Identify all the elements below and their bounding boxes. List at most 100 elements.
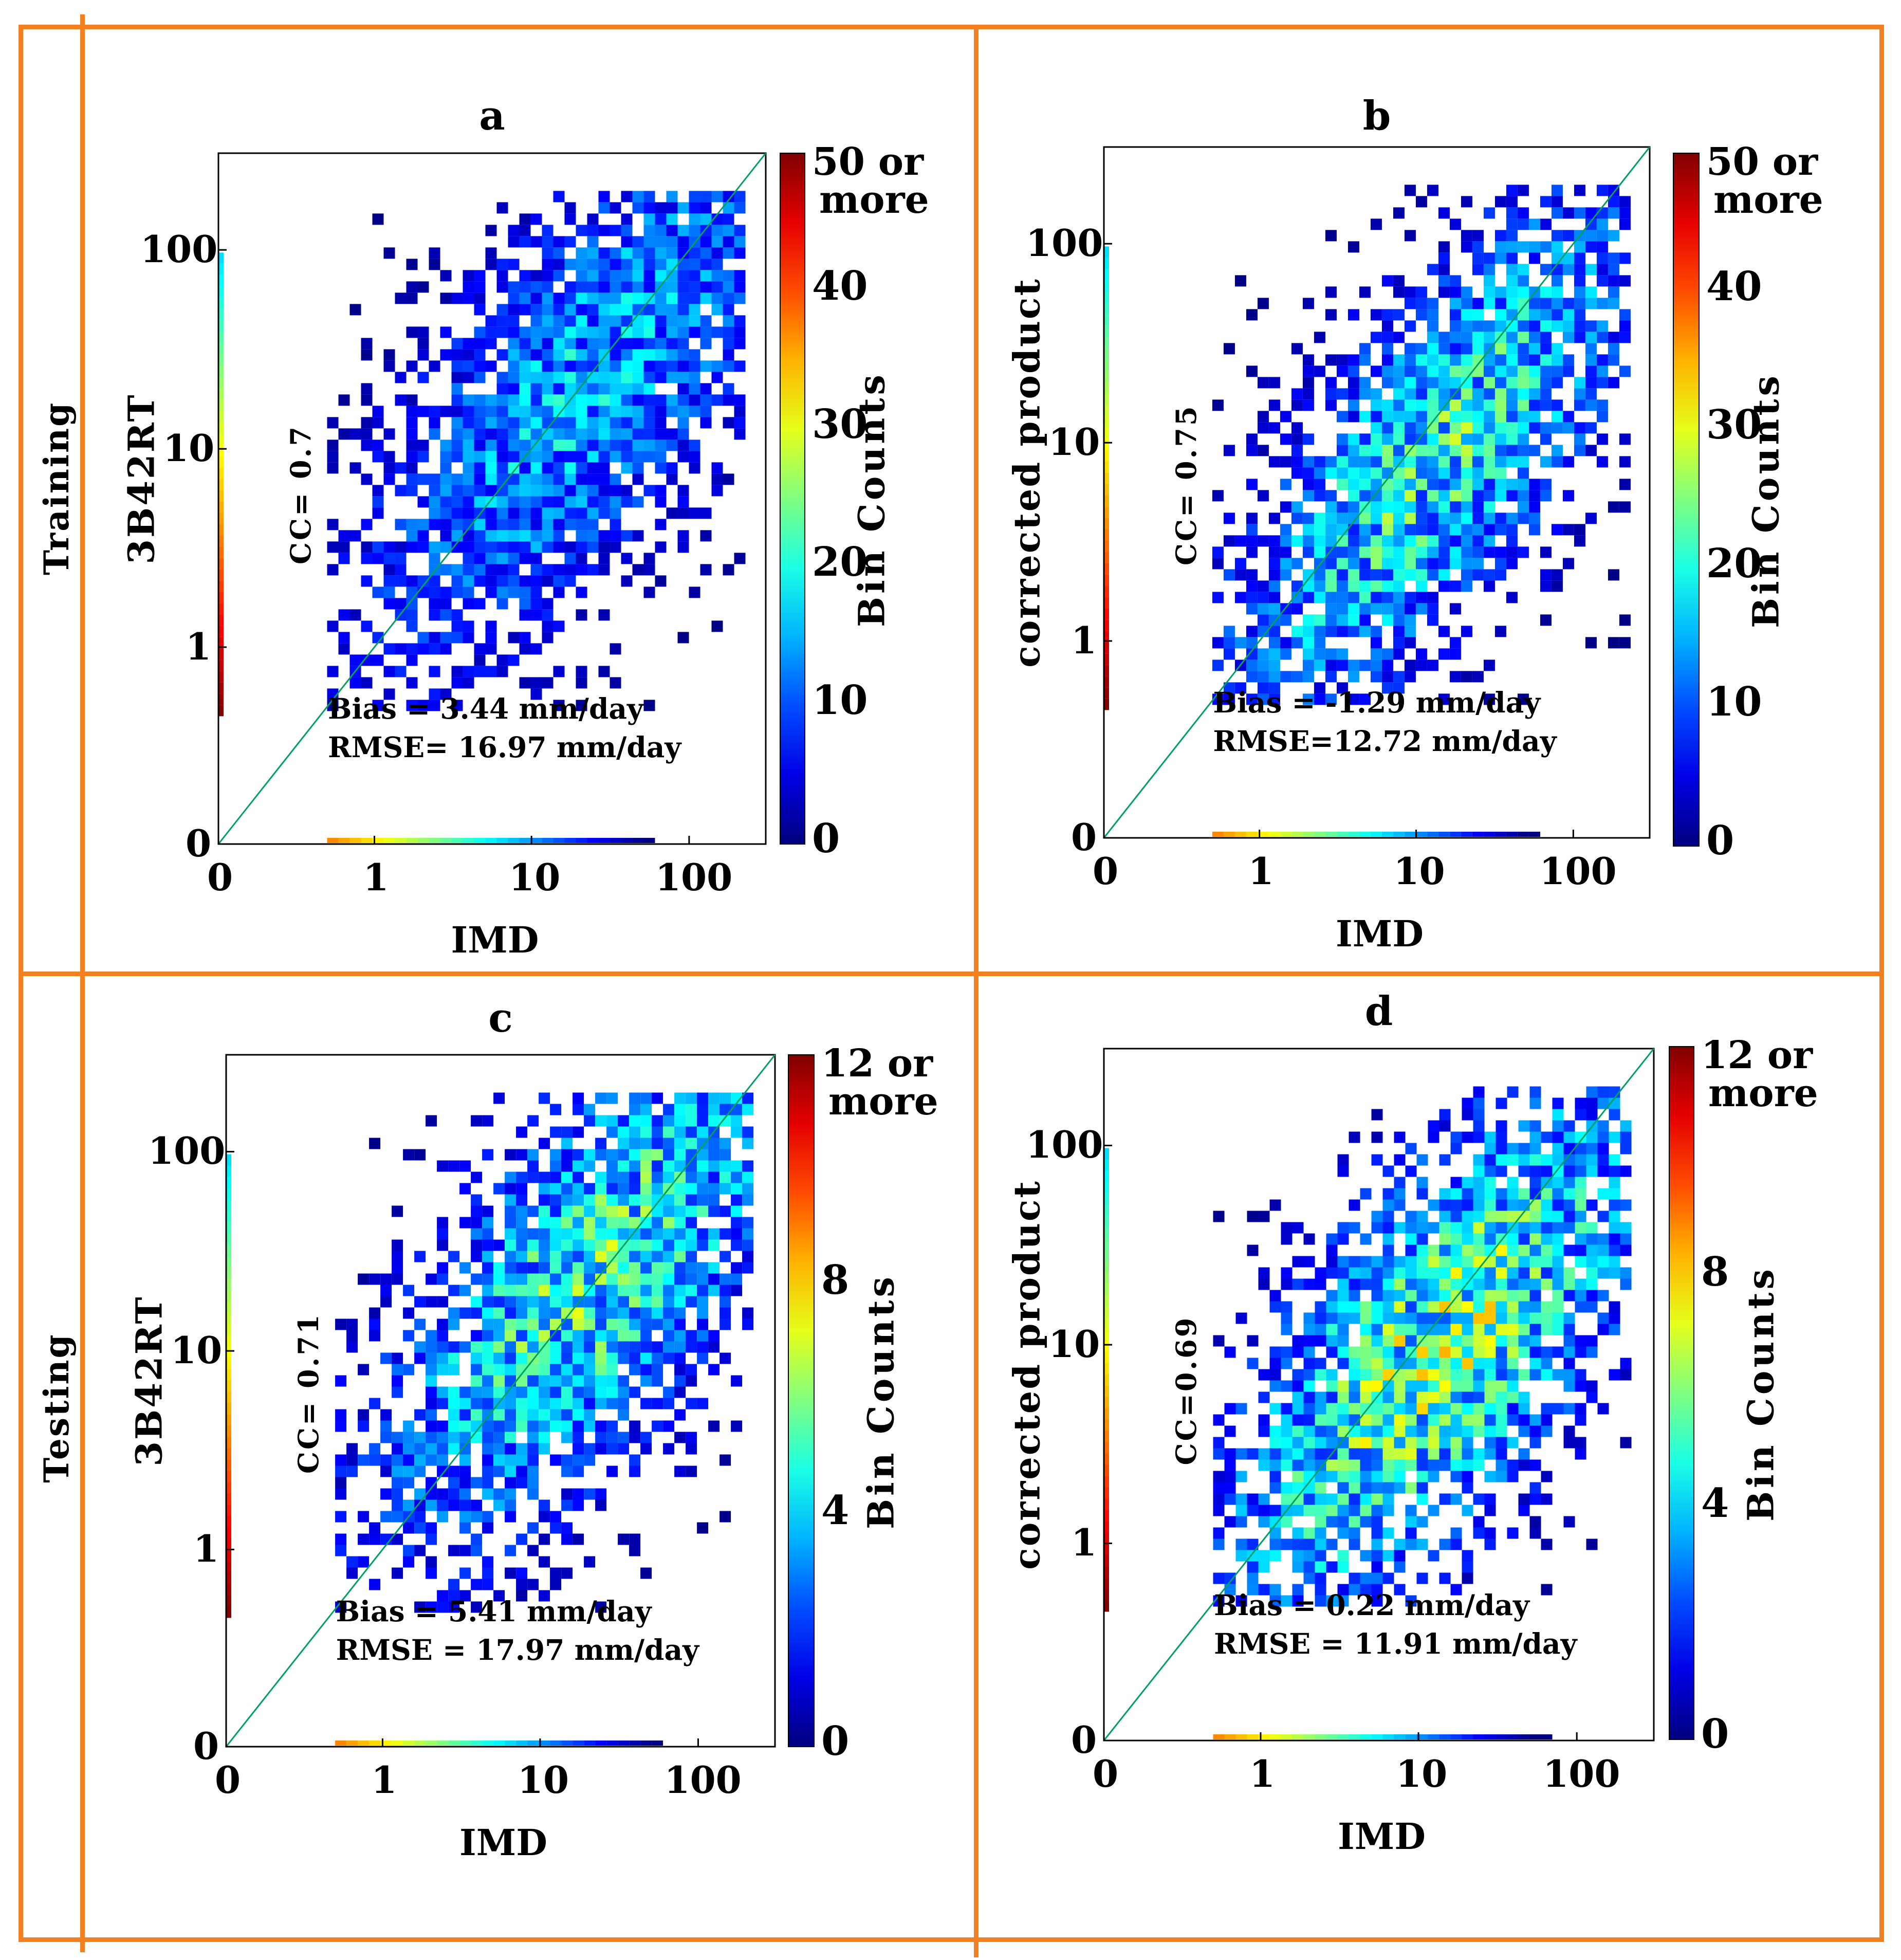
heatmap-cell: [1405, 1527, 1417, 1539]
heatmap-cell: [1484, 1222, 1496, 1234]
heatmap-cell: [1563, 1346, 1575, 1358]
heatmap-cell: [383, 598, 395, 610]
heatmap-cell: [463, 462, 474, 474]
heatmap-cell: [587, 428, 599, 440]
heatmap-cell: [496, 259, 508, 270]
heatmap-cell: [496, 349, 508, 361]
heatmap-cell: [451, 383, 463, 395]
heatmap-cell: [519, 406, 531, 417]
heatmap-cell: [474, 496, 486, 508]
heatmap-cell: [1575, 1437, 1586, 1449]
heatmap-cell: [553, 473, 565, 485]
heatmap-cell: [1371, 1734, 1383, 1739]
heatmap-cell: [440, 541, 452, 553]
heatmap-cell: [474, 530, 486, 542]
heatmap-cell: [406, 462, 418, 474]
heatmap-cell: [1439, 1358, 1451, 1369]
heatmap-cell: [643, 259, 655, 270]
heatmap-cell: [1269, 1505, 1281, 1516]
heatmap-cell: [1281, 1516, 1293, 1528]
heatmap-cell: [1337, 1527, 1349, 1539]
heatmap-cell: [1235, 1734, 1247, 1739]
heatmap-cell: [1303, 1493, 1315, 1505]
heatmap-cell: [530, 688, 542, 700]
heatmap-cell: [474, 553, 486, 564]
heatmap-cell: [508, 315, 520, 327]
heatmap-cell: [1405, 1448, 1417, 1460]
heatmap-cell: [1269, 1448, 1281, 1460]
heatmap-cell: [530, 553, 542, 564]
heatmap-cell: [655, 417, 667, 429]
heatmap-cell: [417, 451, 429, 463]
heatmap-cell: [530, 462, 542, 474]
heatmap-cell: [655, 304, 667, 316]
heatmap-cell: [440, 507, 452, 519]
heatmap-cell: [429, 643, 440, 655]
heatmap-cell: [496, 485, 508, 497]
heatmap-cell: [689, 191, 700, 203]
heatmap-cell: [1563, 1312, 1575, 1324]
heatmap-cell: [1405, 1143, 1417, 1155]
heatmap-cell: [1394, 1482, 1406, 1494]
heatmap-cell: [1416, 1437, 1428, 1449]
heatmap-cell: [1247, 1572, 1259, 1584]
heatmap-cell: [1439, 1346, 1451, 1358]
heatmap-cell: [1575, 1301, 1586, 1313]
heatmap-cell: [610, 326, 621, 338]
heatmap-cell: [1518, 1278, 1530, 1290]
heatmap-cell: [1382, 1188, 1394, 1200]
heatmap-cell: [417, 473, 429, 485]
heatmap-cell: [1575, 1165, 1586, 1177]
heatmap-cell: [1416, 1391, 1428, 1403]
heatmap-cell: [1360, 1550, 1372, 1562]
heatmap-cell: [508, 632, 520, 644]
heatmap-cell: [474, 654, 486, 666]
heatmap-cell: [530, 236, 542, 248]
heatmap-cell: [1462, 1312, 1473, 1324]
heatmap-cell: [451, 349, 463, 361]
heatmap-cell: [1450, 1188, 1462, 1200]
heatmap-cell: [1507, 1312, 1519, 1324]
heatmap-cell: [1473, 1425, 1485, 1437]
heatmap-cell: [1349, 1222, 1360, 1234]
heatmap-cell: [1405, 1211, 1417, 1222]
heatmap-cell: [530, 383, 542, 395]
heatmap-cell: [1484, 1335, 1496, 1347]
heatmap-cell: [553, 315, 565, 327]
heatmap-cell: [1349, 1538, 1360, 1550]
heatmap-cell: [576, 541, 587, 553]
heatmap-cell: [1337, 1448, 1349, 1460]
heatmap-cell: [632, 281, 644, 293]
heatmap-cell: [1620, 1143, 1632, 1155]
heatmap-cell: [632, 417, 644, 429]
heatmap-cell: [1258, 1448, 1270, 1460]
heatmap-cell: [1473, 1391, 1485, 1403]
heatmap-cell: [1337, 1267, 1349, 1279]
heatmap-cell: [1303, 1561, 1315, 1573]
heatmap-cell: [1439, 1437, 1451, 1449]
heatmap-cell: [383, 587, 395, 598]
heatmap-cell: [1394, 1471, 1406, 1482]
heatmap-cell: [1394, 1425, 1406, 1437]
heatmap-cell: [1541, 1267, 1553, 1279]
heatmap-cell: [1496, 1369, 1507, 1381]
heatmap-cell: [1541, 1734, 1553, 1739]
heatmap-cell: [327, 564, 339, 576]
heatmap-cell: [1462, 1131, 1473, 1143]
heatmap-cell: [1450, 1391, 1462, 1403]
heatmap-cell: [463, 598, 474, 610]
heatmap-cell: [496, 666, 508, 677]
heatmap-cell: [1439, 1109, 1451, 1121]
heatmap-cell: [1337, 1414, 1349, 1426]
heatmap-cell: [1473, 1459, 1485, 1471]
heatmap-cell: [485, 394, 497, 406]
heatmap-cell: [1360, 1358, 1372, 1369]
heatmap-cell: [1303, 1233, 1315, 1245]
heatmap-cell: [406, 451, 418, 463]
heatmap-cell: [1473, 1154, 1485, 1166]
heatmap-cell: [1235, 1538, 1247, 1550]
heatmap-cell: [508, 462, 520, 474]
heatmap-cell: [1382, 1734, 1394, 1739]
heatmap-cell: [474, 473, 486, 485]
heatmap-cell: [666, 360, 678, 372]
